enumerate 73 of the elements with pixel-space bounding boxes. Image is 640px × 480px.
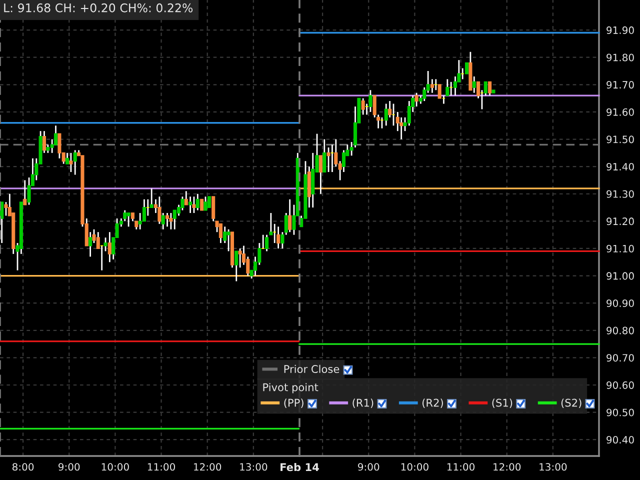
y-tick-label: 91.00 [606,272,634,280]
legend-label: (PP) [284,398,304,408]
x-tick-label: 8:00 [12,463,34,471]
legend-title: Pivot point [263,383,318,394]
y-tick-label: 91.30 [606,190,634,198]
candlestick [23,180,27,206]
candlestick [226,228,230,252]
x-tick-label: 13:00 [240,463,268,471]
candlestick [69,152,73,173]
candlestick [73,149,77,176]
y-tick-label: 91.40 [606,162,634,171]
candlestick [188,196,192,214]
candlestick [42,130,46,154]
ref-line-label: Feb 14 [280,462,319,472]
y-tick-label: 90.50 [606,408,634,416]
candlestick [58,133,62,160]
candlestick [204,196,208,211]
x-tick-label: 10:00 [401,463,428,471]
candlestick [104,236,108,252]
candlestick [200,198,204,211]
y-tick-label: 91.60 [606,108,634,116]
y-tick-label: 91.20 [606,218,634,226]
y-tick-label: 90.60 [606,381,634,389]
candlestick [361,98,365,116]
candlestick [169,212,173,230]
candlestick [384,103,388,126]
y-tick-label: 91.70 [606,81,634,89]
y-tick-label: 91.10 [606,244,634,252]
candlestick [464,62,469,74]
candlestick [126,212,130,228]
x-tick-label: 9:00 [58,463,80,471]
y-tick-label: 91.80 [606,54,634,62]
candlestick [453,76,458,96]
candlestick [234,250,238,282]
candlestick [488,81,492,96]
candlestick [165,212,170,228]
candlestick [196,193,200,211]
candlestick [288,198,292,233]
x-tick-label: 12:00 [494,463,521,471]
x-tick-label: 12:00 [194,463,222,471]
candlestick [238,248,242,268]
legend-label: Prior Close [284,364,340,374]
annotation: L: 91.68 CH: +0.20 CH%: 0.22% [4,3,193,12]
candlestick [368,89,372,113]
candlestick [430,78,434,94]
legend-label: (R1) [352,398,374,408]
candlestick [265,234,269,252]
candlestick [192,196,196,214]
candlestick [438,84,442,99]
candlestick [472,76,476,94]
candlestick [108,231,112,263]
candlestick [27,176,31,206]
x-tick-label: 11:00 [447,463,475,471]
candlestick [218,223,222,244]
legend-label: (R2) [422,398,443,408]
y-tick-label: 90.40 [606,436,634,444]
candlestick [88,231,92,258]
candlestick [276,226,280,250]
legend-label: (S1) [492,398,512,408]
candlestick [207,196,211,208]
y-tick-label: 90.80 [606,326,634,334]
candlestick [326,146,330,173]
candlestick [322,138,326,173]
y-tick-label: 91.50 [606,136,634,144]
y-tick-label: 90.70 [606,354,634,362]
x-tick-label: 10:00 [102,463,129,471]
y-tick-label: 90.90 [606,299,634,308]
x-tick-label: 9:00 [358,463,380,471]
legend-label: (S2) [561,398,582,408]
x-tick-label: 13:00 [540,463,567,471]
y-tick-label: 91.90 [606,26,634,34]
candlestick [318,154,322,195]
x-tick-label: 11:00 [148,463,176,471]
